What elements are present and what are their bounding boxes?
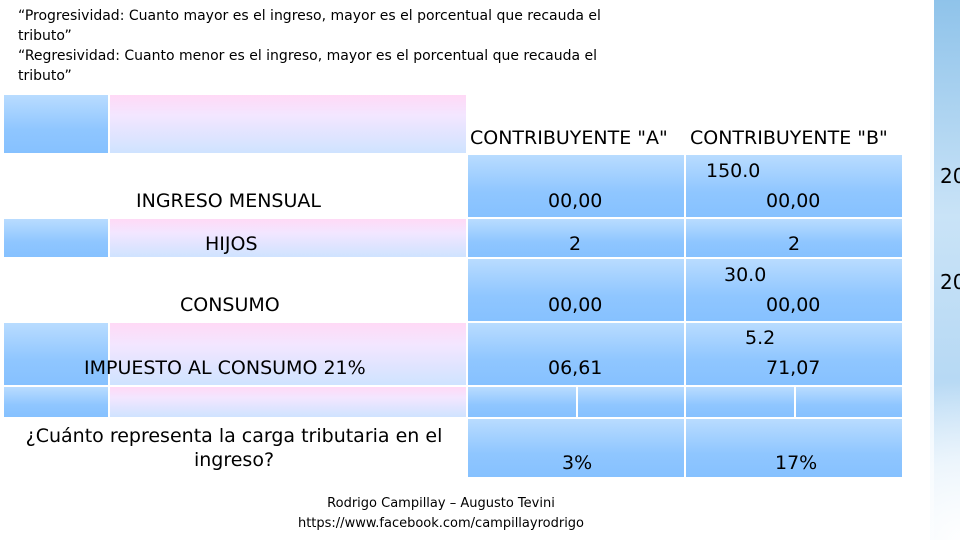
table-cell [468,323,684,385]
regresividad-line-cont: tributo” [18,68,72,84]
table-cell [110,219,466,257]
question-label: ¿Cuánto representa la carga tributaria e… [8,424,460,472]
table-cell [468,95,684,153]
table-cell [4,95,108,153]
question-label-line1: ¿Cuánto representa la carga tributaria e… [25,425,443,447]
carga-a-value: 3% [562,452,593,474]
table-cell [686,419,902,477]
side-number-top: 20 [940,164,960,188]
table-cell [4,155,466,217]
table-cell [110,95,466,153]
table-cell [110,387,466,417]
table-cell [686,323,902,385]
ingreso-b-value-bottom: 00,00 [766,190,821,212]
footer-authors: Rodrigo Campillay – Augusto Tevini [327,496,555,511]
table-cell [796,387,902,417]
ingreso-a-value: 00,00 [548,190,603,212]
impuesto-b-value-top: 5.2 [745,327,776,349]
carga-b-value: 17% [775,452,818,474]
table-cell [578,387,684,417]
table-cell [686,95,902,153]
intro-text: “Progresividad: Cuanto mayor es el ingre… [18,6,658,86]
table-cell [686,259,902,321]
table-cell [468,387,576,417]
table-cell [110,323,466,385]
table-cell [468,219,684,257]
table-cell [468,155,684,217]
impuesto-a-value: 06,61 [548,357,603,379]
hijos-b-value: 2 [788,233,801,255]
table-cell [4,219,108,257]
table-cell [686,155,902,217]
progresividad-line-cont: tributo” [18,28,72,44]
table-cell [468,419,684,477]
table-cell [4,259,108,321]
table-cell [468,259,684,321]
row-label-impuesto: IMPUESTO AL CONSUMO 21% [84,357,366,379]
row-label-hijos: HIJOS [205,233,258,255]
row-label-ingreso: INGRESO MENSUAL [136,190,321,212]
table-cell [686,387,794,417]
row-label-consumo: CONSUMO [180,294,280,316]
consumo-b-value-top: 30.0 [724,264,767,286]
question-label-line2: ingreso? [193,449,275,471]
table-cell [4,387,108,417]
header-contribuyente-a: CONTRIBUYENTE "A" [470,127,668,149]
consumo-a-value: 00,00 [548,294,603,316]
impuesto-b-value-bottom: 71,07 [766,357,821,379]
table-cell [4,323,108,385]
footer-link[interactable]: https://www.facebook.com/campillayrodrig… [297,516,585,531]
ingreso-b-value-top: 150.0 [706,160,761,182]
regresividad-line: “Regresividad: Cuanto menor es el ingres… [18,48,598,64]
header-contribuyente-b: CONTRIBUYENTE "B" [690,127,888,149]
table-cell [110,259,466,321]
consumo-b-value-bottom: 00,00 [766,294,821,316]
table-cell [686,219,902,257]
table-cell [4,419,466,477]
footer-credits: Rodrigo Campillay – Augusto Tevini https… [266,494,616,534]
hijos-a-value: 2 [569,233,582,255]
progresividad-line: “Progresividad: Cuanto mayor es el ingre… [18,8,601,24]
side-number-middle: 20 [940,270,960,294]
